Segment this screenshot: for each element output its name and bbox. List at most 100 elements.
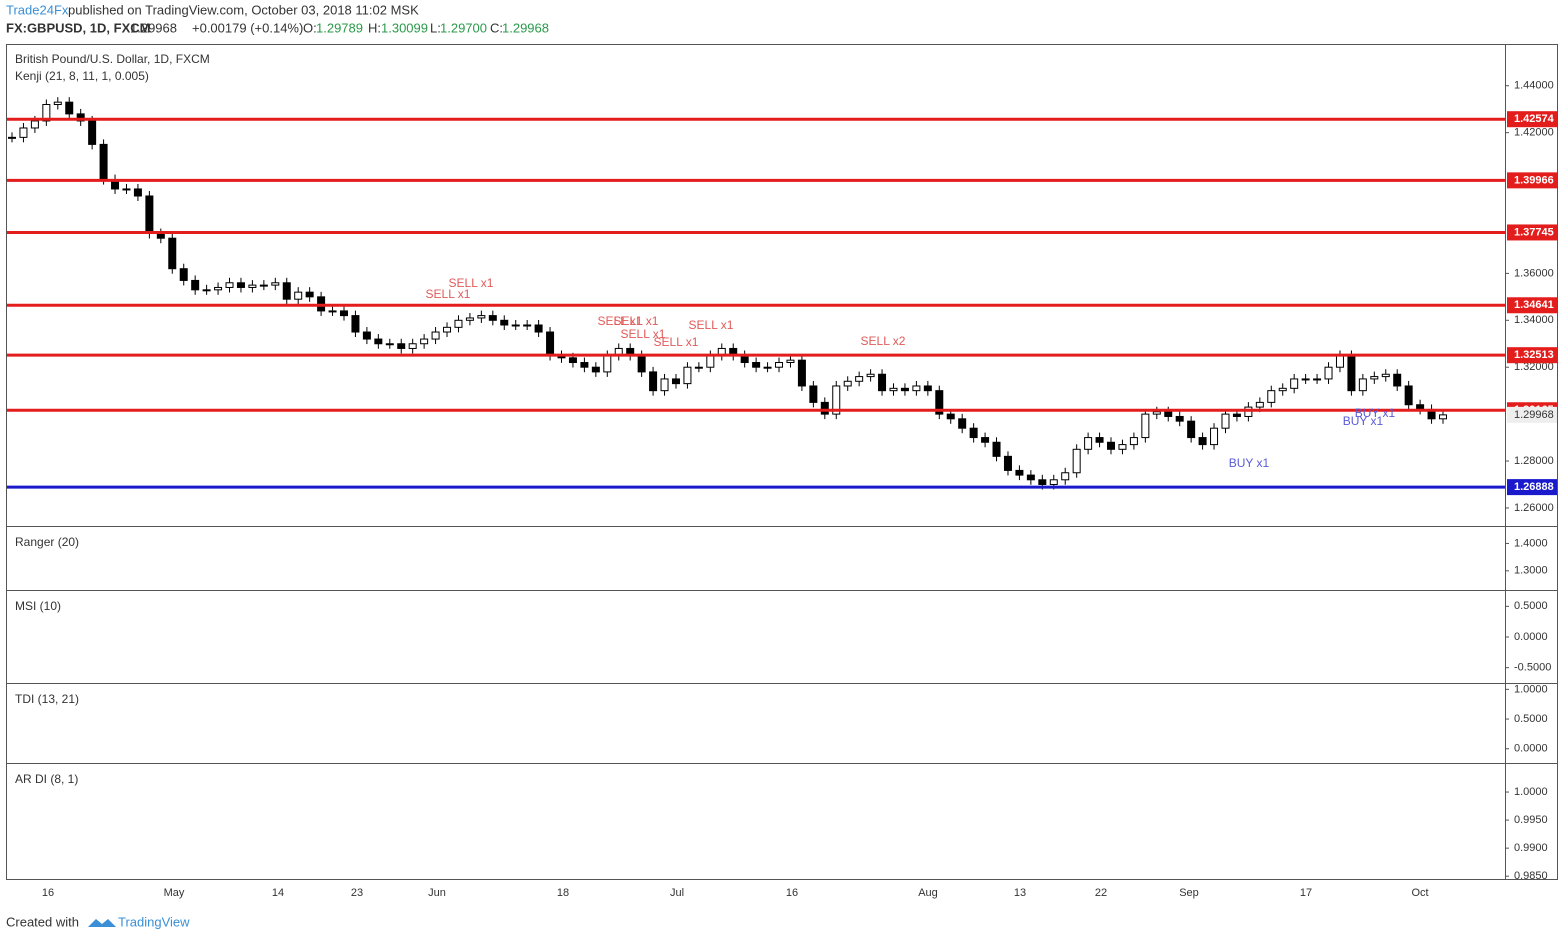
pane-title: AR DI (8, 1) bbox=[15, 772, 78, 786]
o: 1.29789 bbox=[316, 20, 363, 35]
candle bbox=[443, 326, 452, 333]
candle bbox=[191, 279, 200, 291]
candle bbox=[866, 373, 875, 378]
pane-title: TDI (13, 21) bbox=[15, 692, 79, 706]
x-tick-label: May bbox=[164, 887, 185, 899]
candle bbox=[1358, 378, 1367, 392]
brand[interactable]: TradingView bbox=[118, 914, 190, 929]
y-tick-label: 1.0000 bbox=[1514, 786, 1548, 798]
candle bbox=[580, 362, 589, 368]
last-tag bbox=[1507, 406, 1557, 423]
candle bbox=[843, 380, 852, 387]
signal-label: SELL x1 bbox=[621, 327, 666, 341]
candle bbox=[534, 324, 543, 333]
y-tick-label: 0.0000 bbox=[1514, 743, 1548, 755]
y-tick-label: 1.3000 bbox=[1514, 565, 1548, 577]
candle bbox=[248, 284, 257, 288]
candle bbox=[809, 385, 818, 403]
author[interactable]: Trade24Fx bbox=[6, 2, 69, 17]
candle bbox=[214, 286, 223, 291]
y-tick-label: 1.26000 bbox=[1514, 502, 1554, 514]
candle bbox=[500, 319, 509, 326]
candle bbox=[935, 390, 944, 415]
candle bbox=[1049, 479, 1058, 485]
candle bbox=[1210, 427, 1219, 446]
candle bbox=[1290, 378, 1299, 389]
candle bbox=[1416, 404, 1425, 410]
candle bbox=[660, 378, 669, 392]
y-tick-label: 0.9900 bbox=[1514, 842, 1548, 854]
indicator: Kenji (21, 8, 11, 1, 0.005) bbox=[15, 69, 149, 83]
candle bbox=[912, 385, 921, 392]
y-tick-label: 0.9950 bbox=[1514, 814, 1548, 826]
candle bbox=[477, 315, 486, 319]
y-tick-label: 1.34000 bbox=[1514, 314, 1554, 326]
y-tick-label: 1.42000 bbox=[1514, 127, 1554, 139]
created: Created with bbox=[6, 914, 79, 929]
signal-label: SELL x1 bbox=[614, 314, 659, 328]
candle bbox=[1187, 420, 1196, 439]
candle bbox=[763, 366, 772, 369]
signal-label: SELL x1 bbox=[654, 335, 699, 349]
candle bbox=[568, 357, 577, 364]
change: +0.00179 (+0.14%) bbox=[192, 20, 303, 35]
candle bbox=[76, 113, 85, 122]
candle bbox=[946, 413, 955, 420]
x-tick-label: Oct bbox=[1411, 887, 1428, 899]
o-label: O: bbox=[303, 20, 317, 35]
candle bbox=[637, 354, 646, 373]
candle bbox=[981, 437, 990, 443]
y-tick-label: 1.36000 bbox=[1514, 267, 1554, 279]
candle bbox=[546, 331, 555, 356]
c: 1.29968 bbox=[502, 20, 549, 35]
y-tick-label: 0.5000 bbox=[1514, 600, 1548, 612]
y-tick-label: -0.5000 bbox=[1514, 662, 1551, 674]
level-label: 1.39966 bbox=[1514, 174, 1554, 186]
pane-title: Ranger (20) bbox=[15, 535, 79, 549]
candle bbox=[1267, 390, 1276, 403]
candle bbox=[374, 338, 383, 345]
candle bbox=[30, 120, 39, 129]
candle bbox=[145, 195, 154, 235]
candle bbox=[1026, 474, 1035, 481]
candle bbox=[1278, 387, 1287, 392]
candle bbox=[855, 376, 864, 382]
level-tag bbox=[1507, 111, 1557, 128]
x-tick-label: 13 bbox=[1014, 887, 1026, 899]
candle bbox=[1198, 437, 1207, 446]
pane-title: MSI (10) bbox=[15, 599, 61, 613]
last-label: 1.29968 bbox=[1514, 409, 1554, 421]
candle bbox=[1072, 448, 1081, 474]
candle bbox=[603, 354, 612, 373]
candle bbox=[1393, 373, 1402, 387]
candle bbox=[156, 233, 165, 239]
candle bbox=[923, 385, 932, 392]
candle bbox=[88, 120, 97, 145]
candle bbox=[889, 387, 898, 392]
h-label: H: bbox=[368, 20, 381, 35]
y-tick-label: 0.5000 bbox=[1514, 713, 1548, 725]
signal-label: BUY x1 bbox=[1355, 406, 1396, 420]
x-tick-label: 16 bbox=[786, 887, 798, 899]
candle bbox=[1313, 378, 1322, 381]
candle bbox=[1107, 441, 1116, 450]
candle bbox=[1118, 444, 1127, 450]
candle bbox=[1175, 415, 1184, 422]
y-tick-label: 1.44000 bbox=[1514, 80, 1554, 92]
candle bbox=[900, 387, 909, 392]
candle bbox=[351, 315, 360, 333]
candle bbox=[1061, 472, 1070, 481]
candle bbox=[65, 101, 74, 115]
level-tag bbox=[1507, 172, 1557, 189]
candle bbox=[259, 284, 268, 287]
y-tick-label: 1.32000 bbox=[1514, 361, 1554, 373]
candle bbox=[465, 317, 474, 321]
symbol: FX:GBPUSD, 1D, FXCM bbox=[6, 20, 150, 35]
candle bbox=[431, 331, 440, 340]
level-tag bbox=[1507, 224, 1557, 241]
candle bbox=[1095, 437, 1104, 443]
candle bbox=[454, 319, 463, 328]
candle bbox=[420, 338, 429, 345]
candle bbox=[202, 289, 211, 292]
